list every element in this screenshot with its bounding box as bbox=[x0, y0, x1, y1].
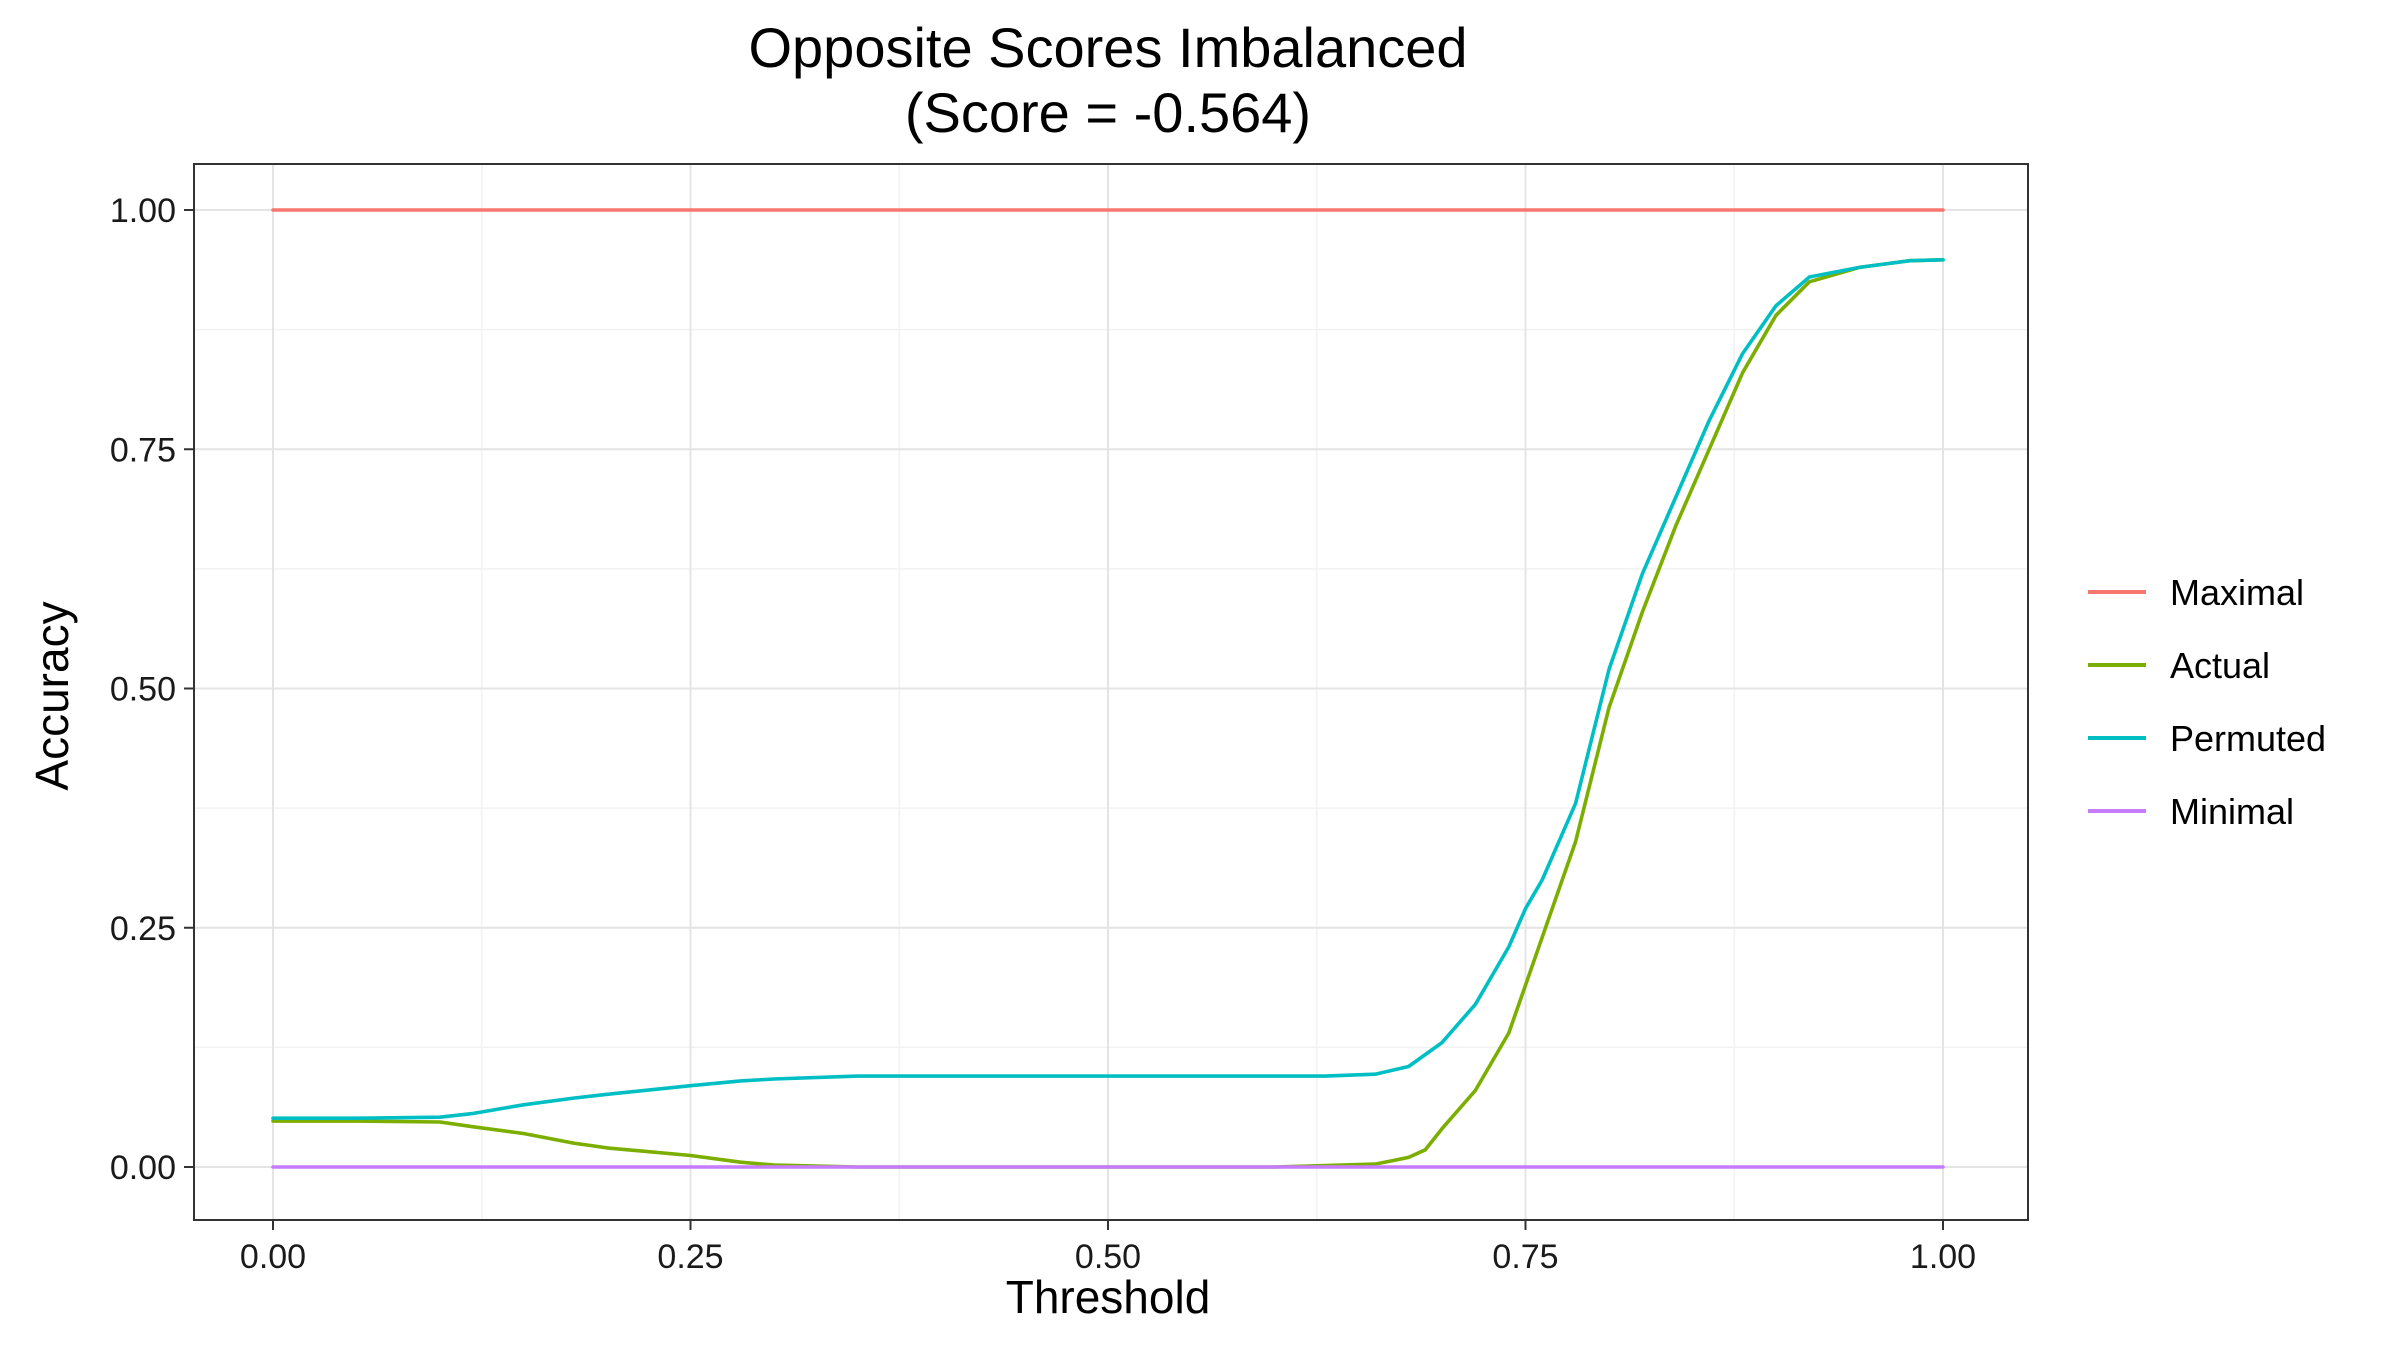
plot-panel bbox=[193, 163, 2029, 1221]
legend-label-maximal: Maximal bbox=[2170, 572, 2304, 613]
legend-label-actual: Actual bbox=[2170, 645, 2270, 686]
y-axis-title: Accuracy bbox=[26, 601, 78, 790]
y-tick-label: 1.00 bbox=[110, 192, 176, 230]
series-line-permuted bbox=[271, 258, 1945, 1120]
y-tick-label: 0.75 bbox=[110, 431, 176, 469]
x-tick-label: 0.25 bbox=[657, 1238, 723, 1276]
y-tick-label: 0.50 bbox=[110, 671, 176, 709]
legend-label-permuted: Permuted bbox=[2170, 718, 2326, 759]
grid bbox=[194, 164, 2028, 1220]
x-axis-title: Threshold bbox=[1006, 1271, 1211, 1323]
x-tick-label: 0.00 bbox=[240, 1238, 306, 1276]
chart-subtitle: (Score = -0.564) bbox=[905, 81, 1311, 144]
legend-label-minimal: Minimal bbox=[2170, 791, 2294, 832]
series-line-actual bbox=[271, 258, 1945, 1169]
y-tick-label: 0.25 bbox=[110, 910, 176, 948]
y-tick-label: 0.00 bbox=[110, 1149, 176, 1187]
chart-title: Opposite Scores Imbalanced bbox=[748, 16, 1467, 79]
series-layer bbox=[271, 208, 1945, 1169]
x-tick-label: 0.50 bbox=[1075, 1238, 1141, 1276]
axes: 0.00 0.25 0.50 0.75 1.00 0.00 0.25 0.50 0.75 1.00 bbox=[110, 192, 1976, 1276]
legend: Maximal Actual Permuted Minimal bbox=[2088, 572, 2326, 832]
x-tick-label: 1.00 bbox=[1910, 1238, 1976, 1276]
x-tick-label: 0.75 bbox=[1492, 1238, 1558, 1276]
